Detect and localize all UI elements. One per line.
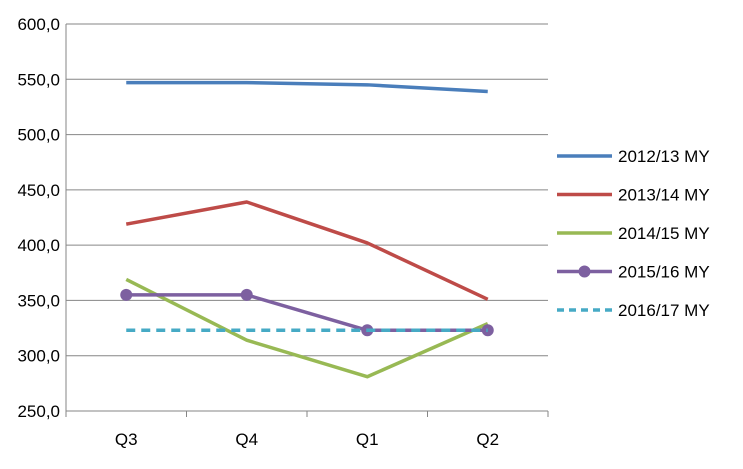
axes [65,24,549,417]
y-axis-tick-labels: 250,0 300,0 350,0 400,0 450,0 500,0 550,0 600,0 [17,15,60,421]
y-tick-label: 550,0 [17,70,60,89]
y-tick-label: 350,0 [17,291,60,310]
y-tick-label: 500,0 [17,126,60,145]
data-point-2015-16-my [240,288,253,301]
series-lines [120,80,494,379]
y-tick-label: 400,0 [17,236,60,255]
series-line-2014-15-my [125,277,489,379]
x-tick-label: Q3 [115,430,138,449]
legend-label: 2016/17 MY [618,301,710,320]
legend-entry: 2016/17 MY [557,301,710,320]
y-tick-label: 600,0 [17,15,60,34]
x-axis-tick-labels: Q3 Q4 Q1 Q2 [115,430,499,449]
legend-label: 2013/14 MY [618,186,710,205]
legend: 2012/13 MY 2013/14 MY 2014/15 MY 2015/16 MY… [557,147,710,320]
series-line-2012-13-my [126,80,488,94]
legend-marker [578,265,591,278]
series-line-2013-14-my [125,200,489,301]
legend-entry: 2013/14 MY [557,186,710,205]
y-tick-label: 250,0 [17,402,60,421]
x-tick-label: Q2 [476,430,499,449]
legend-entry: 2015/16 MY [557,263,710,282]
legend-entry: 2014/15 MY [557,224,710,243]
x-tick-label: Q1 [356,430,379,449]
x-tick-label: Q4 [235,430,258,449]
legend-label: 2014/15 MY [618,224,710,243]
legend-entry: 2012/13 MY [557,147,710,166]
grid-lines [66,23,548,412]
legend-label: 2012/13 MY [618,147,710,166]
data-point-2015-16-my [120,288,133,301]
legend-label: 2015/16 MY [618,263,710,282]
y-tick-label: 300,0 [17,347,60,366]
y-tick-label: 450,0 [17,181,60,200]
